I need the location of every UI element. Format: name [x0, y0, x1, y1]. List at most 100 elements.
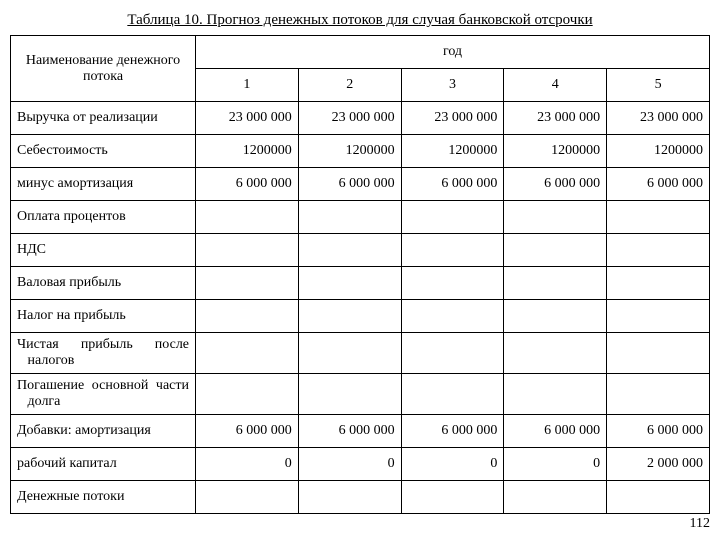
text: налогов [28, 353, 75, 368]
header-year-group: год [196, 36, 710, 69]
table-row: минус амортизация 6 000 000 6 000 000 6 … [11, 168, 710, 201]
table-caption: Таблица 10. Прогноз денежных потоков для… [10, 12, 710, 29]
header-rowhead-line1: Наименование денежного [26, 53, 180, 68]
cell: 6 000 000 [298, 415, 401, 448]
table-row: Валовая прибыль [11, 267, 710, 300]
text: Погашение [17, 378, 84, 393]
cell [401, 201, 504, 234]
cell [196, 374, 299, 415]
table-row: Налог на прибыль [11, 300, 710, 333]
cell [298, 201, 401, 234]
row-label: рабочий капитал [11, 448, 196, 481]
cell [504, 374, 607, 415]
cell: 6 000 000 [401, 415, 504, 448]
cell: 1200000 [196, 135, 299, 168]
cell: 6 000 000 [401, 168, 504, 201]
cell [401, 234, 504, 267]
cell [298, 333, 401, 374]
text: основной [92, 378, 149, 393]
text: прибыль [81, 337, 133, 352]
cell [401, 267, 504, 300]
table-row: Выручка от реализации 23 000 000 23 000 … [11, 102, 710, 135]
cell: 0 [196, 448, 299, 481]
row-label: НДС [11, 234, 196, 267]
cashflow-table: Наименование денежного потока год 1 2 3 … [10, 35, 710, 514]
row-label: Оплата процентов [11, 201, 196, 234]
row-label: Налог на прибыль [11, 300, 196, 333]
cell: 2 000 000 [607, 448, 710, 481]
cell [504, 333, 607, 374]
table-row: Оплата процентов [11, 201, 710, 234]
text: после [155, 337, 189, 352]
row-label: Денежные потоки [11, 481, 196, 514]
cell: 23 000 000 [298, 102, 401, 135]
cell [607, 374, 710, 415]
cell: 6 000 000 [196, 415, 299, 448]
row-label: Чистая прибыль после налогов [11, 333, 196, 374]
cell [298, 374, 401, 415]
cell: 0 [504, 448, 607, 481]
cell [607, 201, 710, 234]
cell [607, 300, 710, 333]
cell [298, 267, 401, 300]
cell [607, 333, 710, 374]
header-rowhead-line2: потока [83, 69, 123, 84]
cell [298, 234, 401, 267]
row-label: Добавки: амортизация [11, 415, 196, 448]
cell: 6 000 000 [196, 168, 299, 201]
table-row: Чистая прибыль после налогов [11, 333, 710, 374]
col-year-3: 3 [401, 69, 504, 102]
table-row: рабочий капитал 0 0 0 0 2 000 000 [11, 448, 710, 481]
text: части [156, 378, 189, 393]
text: Чистая [17, 337, 59, 352]
cell [401, 374, 504, 415]
cell [504, 267, 607, 300]
cell: 23 000 000 [504, 102, 607, 135]
cell: 0 [401, 448, 504, 481]
cell [504, 481, 607, 514]
cell [401, 300, 504, 333]
col-year-2: 2 [298, 69, 401, 102]
cell: 1200000 [401, 135, 504, 168]
cell: 23 000 000 [607, 102, 710, 135]
cell [504, 201, 607, 234]
cell: 6 000 000 [298, 168, 401, 201]
col-year-5: 5 [607, 69, 710, 102]
row-label: Валовая прибыль [11, 267, 196, 300]
cell [504, 234, 607, 267]
cell: 6 000 000 [504, 168, 607, 201]
cell: 6 000 000 [504, 415, 607, 448]
table-row: Себестоимость 1200000 1200000 1200000 12… [11, 135, 710, 168]
cell [298, 481, 401, 514]
row-label: минус амортизация [11, 168, 196, 201]
header-rowhead: Наименование денежного потока [11, 36, 196, 102]
cell: 1200000 [504, 135, 607, 168]
cell [196, 300, 299, 333]
cell: 6 000 000 [607, 168, 710, 201]
cell [196, 481, 299, 514]
cell: 1200000 [298, 135, 401, 168]
cell [607, 267, 710, 300]
page-number: 112 [10, 514, 710, 532]
row-label: Погашение основной части долга [11, 374, 196, 415]
cell [401, 481, 504, 514]
cell [196, 333, 299, 374]
cell [607, 481, 710, 514]
table-row: Денежные потоки [11, 481, 710, 514]
row-label: Себестоимость [11, 135, 196, 168]
col-year-4: 4 [504, 69, 607, 102]
cell: 1200000 [607, 135, 710, 168]
text: долга [28, 394, 61, 409]
table-row: Добавки: амортизация 6 000 000 6 000 000… [11, 415, 710, 448]
col-year-1: 1 [196, 69, 299, 102]
row-label: Выручка от реализации [11, 102, 196, 135]
cell [196, 234, 299, 267]
cell [196, 267, 299, 300]
cell: 23 000 000 [401, 102, 504, 135]
cell [401, 333, 504, 374]
table-row: НДС [11, 234, 710, 267]
cell: 0 [298, 448, 401, 481]
cell: 6 000 000 [607, 415, 710, 448]
cell [607, 234, 710, 267]
table-row: Погашение основной части долга [11, 374, 710, 415]
